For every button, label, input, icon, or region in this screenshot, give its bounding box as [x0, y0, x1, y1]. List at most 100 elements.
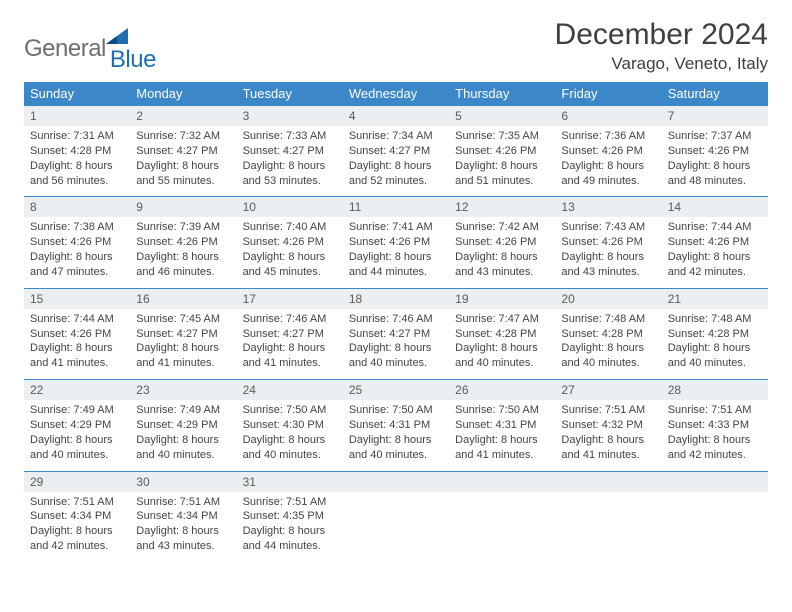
- sunset-line: Sunset: 4:27 PM: [349, 144, 443, 159]
- daylight-line: Daylight: 8 hours and 43 minutes.: [561, 250, 655, 280]
- day-number: 13: [555, 197, 661, 217]
- sunrise-line: Sunrise: 7:35 AM: [455, 129, 549, 144]
- day-cell: 23Sunrise: 7:49 AMSunset: 4:29 PMDayligh…: [130, 379, 236, 470]
- day-cell: 24Sunrise: 7:50 AMSunset: 4:30 PMDayligh…: [237, 379, 343, 470]
- sunset-line: Sunset: 4:26 PM: [349, 235, 443, 250]
- sunset-line: Sunset: 4:27 PM: [136, 144, 230, 159]
- daylight-line: Daylight: 8 hours and 40 minutes.: [561, 341, 655, 371]
- day-number: 18: [343, 289, 449, 309]
- sunset-line: Sunset: 4:26 PM: [30, 327, 124, 342]
- day-number: 29: [24, 472, 130, 492]
- day-cell: 9Sunrise: 7:39 AMSunset: 4:26 PMDaylight…: [130, 196, 236, 287]
- sunrise-line: Sunrise: 7:37 AM: [668, 129, 762, 144]
- day-number: 2: [130, 106, 236, 126]
- day-number: 4: [343, 106, 449, 126]
- daylight-line: Daylight: 8 hours and 49 minutes.: [561, 159, 655, 189]
- sunrise-line: Sunrise: 7:34 AM: [349, 129, 443, 144]
- sunrise-line: Sunrise: 7:36 AM: [561, 129, 655, 144]
- day-number: 20: [555, 289, 661, 309]
- empty-bar: [662, 472, 768, 492]
- sunrise-line: Sunrise: 7:45 AM: [136, 312, 230, 327]
- sunrise-line: Sunrise: 7:51 AM: [30, 495, 124, 510]
- daylight-line: Daylight: 8 hours and 56 minutes.: [30, 159, 124, 189]
- day-number: 22: [24, 380, 130, 400]
- daylight-line: Daylight: 8 hours and 42 minutes.: [668, 433, 762, 463]
- daylight-line: Daylight: 8 hours and 41 minutes.: [455, 433, 549, 463]
- weekday-sat: Saturday: [662, 82, 768, 105]
- daylight-line: Daylight: 8 hours and 40 minutes.: [349, 341, 443, 371]
- day-number: 5: [449, 106, 555, 126]
- sunrise-line: Sunrise: 7:47 AM: [455, 312, 549, 327]
- day-number: 15: [24, 289, 130, 309]
- sunrise-line: Sunrise: 7:32 AM: [136, 129, 230, 144]
- daylight-line: Daylight: 8 hours and 41 minutes.: [136, 341, 230, 371]
- day-cell: 19Sunrise: 7:47 AMSunset: 4:28 PMDayligh…: [449, 288, 555, 379]
- day-number: 1: [24, 106, 130, 126]
- day-cell: 3Sunrise: 7:33 AMSunset: 4:27 PMDaylight…: [237, 105, 343, 196]
- daylight-line: Daylight: 8 hours and 42 minutes.: [30, 524, 124, 554]
- empty-cell: [449, 471, 555, 562]
- day-cell: 16 Sunrise: 7:45 AMSunset: 4:27 PMDayligh…: [130, 288, 236, 379]
- daylight-line: Daylight: 8 hours and 40 minutes.: [668, 341, 762, 371]
- day-cell: 10Sunrise: 7:40 AMSunset: 4:26 PMDayligh…: [237, 196, 343, 287]
- day-number: 21: [662, 289, 768, 309]
- day-cell: 17Sunrise: 7:46 AMSunset: 4:27 PMDayligh…: [237, 288, 343, 379]
- sunset-line: Sunset: 4:27 PM: [136, 327, 230, 342]
- logo-text-blue: Blue: [110, 46, 156, 74]
- day-number: 10: [237, 197, 343, 217]
- day-number: 25: [343, 380, 449, 400]
- daylight-line: Daylight: 8 hours and 40 minutes.: [243, 433, 337, 463]
- day-cell: 22Sunrise: 7:49 AMSunset: 4:29 PMDayligh…: [24, 379, 130, 470]
- sunset-line: Sunset: 4:34 PM: [136, 509, 230, 524]
- sunset-line: Sunset: 4:26 PM: [30, 235, 124, 250]
- day-cell: 4Sunrise: 7:34 AMSunset: 4:27 PMDaylight…: [343, 105, 449, 196]
- day-cell: 2 Sunrise: 7:32 AMSunset: 4:27 PMDaylight…: [130, 105, 236, 196]
- daylight-line: Daylight: 8 hours and 44 minutes.: [349, 250, 443, 280]
- daylight-line: Daylight: 8 hours and 40 minutes.: [136, 433, 230, 463]
- day-cell: 5Sunrise: 7:35 AMSunset: 4:26 PMDaylight…: [449, 105, 555, 196]
- sunrise-line: Sunrise: 7:33 AM: [243, 129, 337, 144]
- sunset-line: Sunset: 4:29 PM: [30, 418, 124, 433]
- day-number: 26: [449, 380, 555, 400]
- day-cell: 12Sunrise: 7:42 AMSunset: 4:26 PMDayligh…: [449, 196, 555, 287]
- sunrise-line: Sunrise: 7:48 AM: [668, 312, 762, 327]
- day-number: 14: [662, 197, 768, 217]
- sunset-line: Sunset: 4:26 PM: [136, 235, 230, 250]
- day-number: 12: [449, 197, 555, 217]
- day-cell: 21Sunrise: 7:48 AMSunset: 4:28 PMDayligh…: [662, 288, 768, 379]
- sunrise-line: Sunrise: 7:50 AM: [349, 403, 443, 418]
- sunrise-line: Sunrise: 7:50 AM: [243, 403, 337, 418]
- daylight-line: Daylight: 8 hours and 43 minutes.: [455, 250, 549, 280]
- sunset-line: Sunset: 4:26 PM: [668, 235, 762, 250]
- sunset-line: Sunset: 4:27 PM: [349, 327, 443, 342]
- sunrise-line: Sunrise: 7:51 AM: [243, 495, 337, 510]
- empty-cell: [662, 471, 768, 562]
- empty-cell: [343, 471, 449, 562]
- daylight-line: Daylight: 8 hours and 55 minutes.: [136, 159, 230, 189]
- daylight-line: Daylight: 8 hours and 40 minutes.: [30, 433, 124, 463]
- sunrise-line: Sunrise: 7:51 AM: [561, 403, 655, 418]
- day-cell: 29 Sunrise: 7:51 AMSunset: 4:34 PMDayligh…: [24, 471, 130, 562]
- daylight-line: Daylight: 8 hours and 46 minutes.: [136, 250, 230, 280]
- day-number: 23: [130, 380, 236, 400]
- weekday-sun: Sunday: [24, 82, 130, 105]
- daylight-line: Daylight: 8 hours and 44 minutes.: [243, 524, 337, 554]
- sunrise-line: Sunrise: 7:39 AM: [136, 220, 230, 235]
- sunrise-line: Sunrise: 7:49 AM: [136, 403, 230, 418]
- logo-triangle-icon: [106, 26, 130, 46]
- weekday-fri: Friday: [555, 82, 661, 105]
- sunset-line: Sunset: 4:28 PM: [30, 144, 124, 159]
- calendar: Sunday Monday Tuesday Wednesday Thursday…: [24, 82, 768, 562]
- daylight-line: Daylight: 8 hours and 41 minutes.: [561, 433, 655, 463]
- daylight-line: Daylight: 8 hours and 41 minutes.: [30, 341, 124, 371]
- day-cell: 31Sunrise: 7:51 AMSunset: 4:35 PMDayligh…: [237, 471, 343, 562]
- day-number: 16: [130, 289, 236, 309]
- daylight-line: Daylight: 8 hours and 48 minutes.: [668, 159, 762, 189]
- day-number: 28: [662, 380, 768, 400]
- weekday-tue: Tuesday: [237, 82, 343, 105]
- sunset-line: Sunset: 4:34 PM: [30, 509, 124, 524]
- day-number: 7: [662, 106, 768, 126]
- day-cell: 26Sunrise: 7:50 AMSunset: 4:31 PMDayligh…: [449, 379, 555, 470]
- day-cell: 15Sunrise: 7:44 AMSunset: 4:26 PMDayligh…: [24, 288, 130, 379]
- daylight-line: Daylight: 8 hours and 51 minutes.: [455, 159, 549, 189]
